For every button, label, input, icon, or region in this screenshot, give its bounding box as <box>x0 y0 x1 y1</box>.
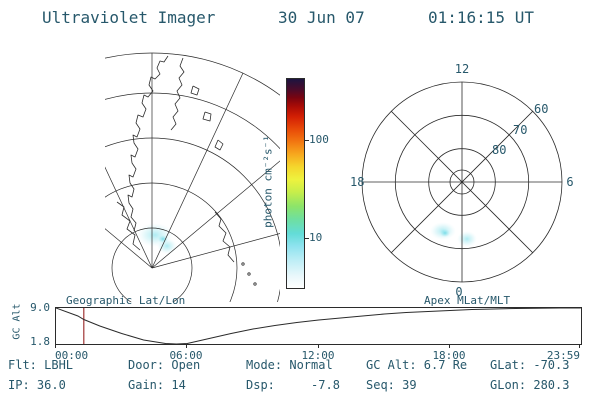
aurora-patch-polar <box>430 222 477 247</box>
map-caption: Geographic Lat/Lon <box>66 294 186 307</box>
geo-map-panel <box>105 52 280 302</box>
status-gcalt: GC Alt: 6.7 Re <box>366 358 468 372</box>
map-graticule <box>105 52 280 302</box>
apex-polar-panel: 12 18 6 0 60 70 80 <box>350 62 574 299</box>
alt-xtick-label-0600: 06:00 <box>169 349 203 362</box>
alt-xtick <box>55 344 56 348</box>
status-ip: IP: 36.0 <box>8 378 66 392</box>
status-flt: Flt: LBHL <box>8 358 74 372</box>
colorbar-tick-100: 100 <box>309 133 329 146</box>
mlt-label-0: 0 <box>455 285 462 299</box>
alt-xtick <box>449 344 450 348</box>
status-glat: GLat: -70.3 <box>490 358 570 372</box>
status-gain: Gain: 14 <box>128 378 186 392</box>
coastlines <box>116 55 257 286</box>
status-seq: Seq: 39 <box>366 378 417 392</box>
mlat-label-80: 80 <box>492 143 506 157</box>
status-dsp: Dsp: -7.8 <box>246 378 340 392</box>
alt-xtick-label-1200: 12:00 <box>301 349 335 362</box>
date-label: 30 Jun 07 <box>278 8 365 27</box>
mlt-label-18: 18 <box>350 175 364 189</box>
polar-caption: Apex MLat/MLT <box>424 294 511 307</box>
alt-xtick-label-1800: 18:00 <box>432 349 466 362</box>
mlat-label-60: 60 <box>534 102 548 116</box>
colorbar-tickmark-100 <box>305 140 309 141</box>
mlt-label-12: 12 <box>455 62 469 76</box>
time-label: 01:16:15 UT <box>428 8 534 27</box>
aurora-patch-map <box>137 223 177 254</box>
alt-xtick-label-0000: 00:00 <box>55 349 89 362</box>
alt-ymin-label: 1.8 <box>30 335 50 348</box>
gc-alt-curve <box>56 308 581 344</box>
alt-curve-svg <box>56 308 581 344</box>
app-title: Ultraviolet Imager <box>42 8 216 27</box>
status-mode: Mode: Normal <box>246 358 333 372</box>
colorbar-gradient <box>286 78 305 289</box>
alt-plot-area <box>55 307 582 345</box>
colorbar-tickmark-10 <box>305 238 309 239</box>
alt-xtick <box>579 344 580 348</box>
alt-xtick <box>318 344 319 348</box>
status-glon: GLon: 280.3 <box>490 378 570 392</box>
mlat-label-70: 70 <box>513 123 527 137</box>
alt-ymax-label: 9.0 <box>30 301 50 314</box>
alt-xtick-label-2359: 23:59 <box>546 349 580 362</box>
colorbar-unit-label: photon cm⁻²s⁻¹ <box>261 135 275 228</box>
alt-xtick <box>186 344 187 348</box>
alt-axis-title: GC Alt <box>11 303 23 340</box>
status-door: Door: Open <box>128 358 201 372</box>
mlt-label-6: 6 <box>566 175 573 189</box>
colorbar-tick-10: 10 <box>309 231 323 244</box>
polar-grid <box>361 81 563 283</box>
